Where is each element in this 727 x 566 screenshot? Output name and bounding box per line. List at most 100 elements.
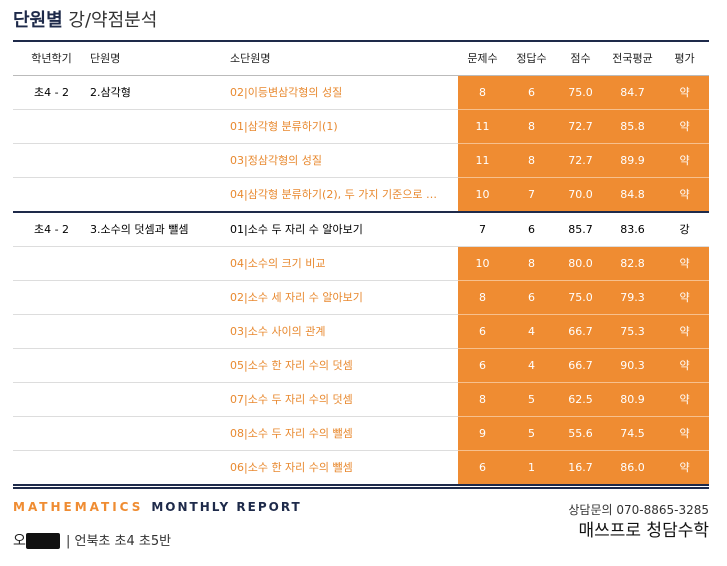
column-header: 정답수 bbox=[516, 52, 547, 66]
cell: 82.8 bbox=[605, 246, 660, 281]
grade bbox=[13, 314, 90, 349]
column-header: 소단원명 bbox=[230, 52, 271, 66]
cell: 8 bbox=[507, 143, 556, 178]
cell: 8 bbox=[458, 75, 507, 110]
cell: 10 bbox=[458, 177, 507, 213]
school: | 언북초 초4 초5반 bbox=[66, 534, 172, 549]
cell: 4 bbox=[507, 348, 556, 383]
cell: 86.0 bbox=[605, 450, 660, 486]
cell: 66.7 bbox=[556, 348, 605, 383]
grade bbox=[13, 143, 90, 178]
cell: 약 bbox=[660, 348, 709, 383]
grade bbox=[13, 382, 90, 417]
table-row: 03|소수 사이의 관계 6 4 66.7 75.3 약 bbox=[13, 314, 709, 349]
cell: 84.7 bbox=[605, 75, 660, 110]
cell: 8 bbox=[458, 280, 507, 315]
cell: 7 bbox=[507, 177, 556, 213]
subunit: 04|삼각형 분류하기(2), 두 가지 기준으로 … bbox=[230, 177, 458, 213]
cell: 9 bbox=[458, 416, 507, 451]
unit: 2.삼각형 bbox=[90, 75, 230, 110]
table-row: 08|소수 두 자리 수의 뺄셈 9 5 55.6 74.5 약 bbox=[13, 416, 709, 451]
column-header: 단원명 bbox=[90, 52, 121, 66]
cell: 강 bbox=[660, 211, 709, 247]
cell: 8 bbox=[507, 246, 556, 281]
phone: 상담문의 070-8865-3285 bbox=[568, 503, 709, 517]
subunit: 08|소수 두 자리 수의 뺄셈 bbox=[230, 416, 458, 451]
cell: 85.7 bbox=[556, 211, 605, 247]
subunit: 01|소수 두 자리 수 알아보기 bbox=[230, 211, 458, 247]
table-row: 초4 - 2 2.삼각형 02|이등변삼각형의 성질 8 6 75.0 84.7 약 bbox=[13, 75, 709, 110]
subunit: 04|소수의 크기 비교 bbox=[230, 246, 458, 281]
cell: 80.0 bbox=[556, 246, 605, 281]
grade bbox=[13, 416, 90, 451]
cell: 약 bbox=[660, 75, 709, 110]
cell: 84.8 bbox=[605, 177, 660, 213]
subunit: 05|소수 한 자리 수의 덧셈 bbox=[230, 348, 458, 383]
cell: 6 bbox=[507, 280, 556, 315]
cell: 72.7 bbox=[556, 143, 605, 178]
table-row: 07|소수 두 자리 수의 덧셈 8 5 62.5 80.9 약 bbox=[13, 382, 709, 417]
brand: MATHEMATICS MONTHLY REPORT bbox=[13, 500, 302, 514]
title-rest: 강/약점분석 bbox=[68, 10, 158, 31]
cell: 10 bbox=[458, 246, 507, 281]
cell: 75.3 bbox=[605, 314, 660, 349]
table-row: 05|소수 한 자리 수의 덧셈 6 4 66.7 90.3 약 bbox=[13, 348, 709, 383]
brand-report: MONTHLY REPORT bbox=[151, 500, 302, 514]
cell: 약 bbox=[660, 280, 709, 315]
subunit: 03|소수 사이의 관계 bbox=[230, 314, 458, 349]
subunit: 06|소수 한 자리 수의 뺄셈 bbox=[230, 450, 458, 486]
redaction bbox=[25, 533, 60, 549]
subunit: 02|이등변삼각형의 성질 bbox=[230, 75, 458, 110]
column-header: 문제수 bbox=[467, 52, 498, 66]
cell: 75.0 bbox=[556, 280, 605, 315]
unit bbox=[90, 280, 230, 315]
unit bbox=[90, 143, 230, 178]
cell: 55.6 bbox=[556, 416, 605, 451]
cell: 약 bbox=[660, 314, 709, 349]
footer-rule bbox=[13, 487, 709, 489]
cell: 11 bbox=[458, 109, 507, 144]
grade bbox=[13, 246, 90, 281]
cell: 70.0 bbox=[556, 177, 605, 213]
cell: 89.9 bbox=[605, 143, 660, 178]
student: 오 bbox=[13, 530, 60, 550]
unit bbox=[90, 246, 230, 281]
unit bbox=[90, 314, 230, 349]
cell: 5 bbox=[507, 382, 556, 417]
grade: 초4 - 2 bbox=[13, 211, 90, 247]
cell: 75.0 bbox=[556, 75, 605, 110]
grade: 초4 - 2 bbox=[13, 75, 90, 110]
column-header: 점수 bbox=[570, 52, 591, 66]
subunit: 07|소수 두 자리 수의 덧셈 bbox=[230, 382, 458, 417]
cell: 1 bbox=[507, 450, 556, 486]
cell: 79.3 bbox=[605, 280, 660, 315]
table-row: 04|소수의 크기 비교 10 8 80.0 82.8 약 bbox=[13, 246, 709, 281]
cell: 11 bbox=[458, 143, 507, 178]
cell: 6 bbox=[458, 450, 507, 486]
cell: 6 bbox=[507, 75, 556, 110]
table-row: 06|소수 한 자리 수의 뺄셈 6 1 16.7 86.0 약 bbox=[13, 450, 709, 486]
title: 단원별 강/약점분석 bbox=[13, 6, 157, 32]
cell: 66.7 bbox=[556, 314, 605, 349]
cell: 4 bbox=[507, 314, 556, 349]
academy: 매쓰프로 청담수학 bbox=[578, 521, 709, 541]
grade bbox=[13, 280, 90, 315]
subunit: 03|정삼각형의 성질 bbox=[230, 143, 458, 178]
cell: 약 bbox=[660, 382, 709, 417]
unit bbox=[90, 450, 230, 486]
cell: 6 bbox=[458, 348, 507, 383]
cell: 8 bbox=[458, 382, 507, 417]
table-body: 초4 - 2 2.삼각형 02|이등변삼각형의 성질 8 6 75.0 84.7 약 01|삼각… bbox=[13, 75, 709, 486]
cell: 16.7 bbox=[556, 450, 605, 486]
unit bbox=[90, 177, 230, 213]
column-header: 평가 bbox=[674, 52, 695, 66]
cell: 83.6 bbox=[605, 211, 660, 247]
table-row: 02|소수 세 자리 수 알아보기 8 6 75.0 79.3 약 bbox=[13, 280, 709, 315]
cell: 74.5 bbox=[605, 416, 660, 451]
unit bbox=[90, 416, 230, 451]
subunit: 02|소수 세 자리 수 알아보기 bbox=[230, 280, 458, 315]
table-row: 03|정삼각형의 성질 11 8 72.7 89.9 약 bbox=[13, 143, 709, 178]
cell: 6 bbox=[458, 314, 507, 349]
cell: 85.8 bbox=[605, 109, 660, 144]
column-header: 학년학기 bbox=[31, 52, 72, 66]
